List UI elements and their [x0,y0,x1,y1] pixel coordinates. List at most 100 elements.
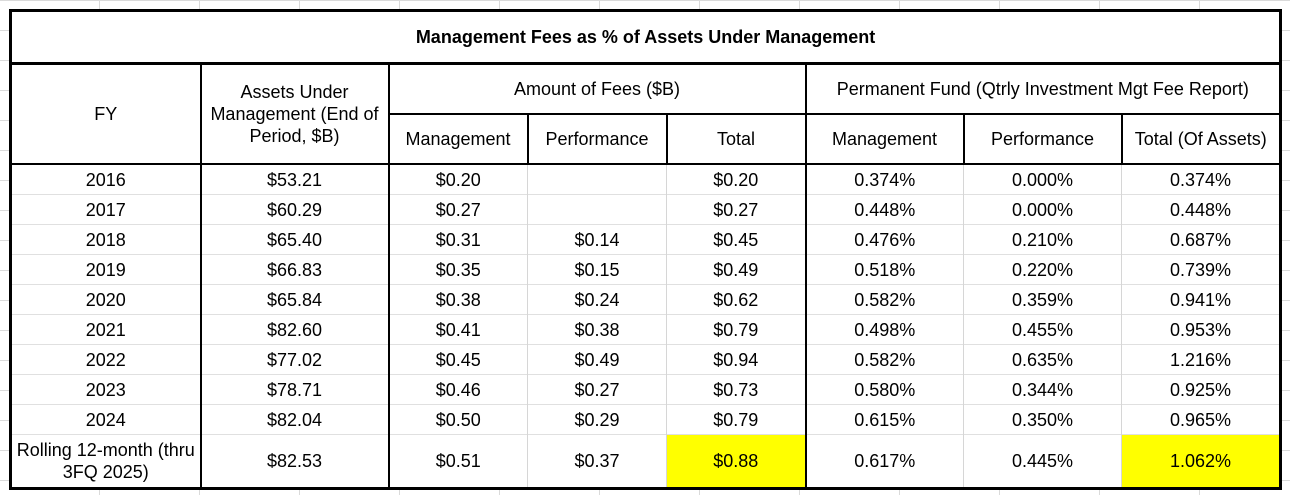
cell-fees-performance[interactable]: $0.27 [527,374,667,405]
cell-fees-management[interactable]: $0.41 [387,314,528,345]
cell-pf-management[interactable]: 0.617% [804,434,964,490]
cell-aum[interactable]: $82.60 [199,314,389,345]
cell-fees-performance[interactable] [527,194,667,225]
cell-aum[interactable]: $65.84 [199,284,389,315]
header-pf-management[interactable]: Management [804,113,965,165]
cell-aum[interactable]: $82.04 [199,404,389,435]
cell-fees-total[interactable]: $0.73 [666,374,806,405]
cell-pf-performance[interactable]: 0.635% [963,344,1122,375]
cell-fy[interactable]: 2017 [9,194,201,225]
cell-fees-total[interactable]: $0.20 [666,163,806,195]
table-row: 2018 $65.40 $0.31 $0.14 $0.45 0.476% 0.2… [9,224,1283,255]
header-permanent-fund-group[interactable]: Permanent Fund (Qtrly Investment Mgt Fee… [804,62,1283,115]
cell-fees-performance[interactable]: $0.14 [527,224,667,255]
cell-fees-management[interactable]: $0.20 [387,163,528,195]
table-row: 2024 $82.04 $0.50 $0.29 $0.79 0.615% 0.3… [9,404,1283,435]
header-fees-performance[interactable]: Performance [526,113,668,165]
cell-fees-performance[interactable]: $0.15 [527,254,667,285]
cell-pf-management[interactable]: 0.374% [804,163,964,195]
cell-aum[interactable]: $77.02 [199,344,389,375]
cell-fees-total[interactable]: $0.94 [666,344,806,375]
header-fees-total[interactable]: Total [665,113,807,165]
cell-pf-performance[interactable]: 0.000% [963,163,1122,195]
cell-pf-performance[interactable]: 0.220% [963,254,1122,285]
header-fy[interactable]: FY [9,62,202,165]
cell-fees-management[interactable]: $0.38 [387,284,528,315]
cell-fy[interactable]: 2021 [9,314,201,345]
cell-pf-management[interactable]: 0.582% [804,344,964,375]
cell-pf-management[interactable]: 0.582% [804,284,964,315]
cell-fees-management[interactable]: $0.50 [387,404,528,435]
cell-pf-performance[interactable]: 0.359% [963,284,1122,315]
cell-fees-total[interactable]: $0.27 [666,194,806,225]
cell-pf-performance[interactable]: 0.000% [963,194,1122,225]
cell-fees-total[interactable]: $0.79 [666,314,806,345]
cell-fees-performance[interactable] [527,163,667,195]
header-aum[interactable]: Assets Under Management (End of Period, … [199,62,390,165]
table-row: 2017 $60.29 $0.27 $0.27 0.448% 0.000% 0.… [9,194,1283,225]
table-row: 2022 $77.02 $0.45 $0.49 $0.94 0.582% 0.6… [9,344,1283,375]
cell-aum[interactable]: $66.83 [199,254,389,285]
cell-pf-total[interactable]: 0.941% [1120,284,1283,315]
cell-pf-total[interactable]: 0.953% [1120,314,1283,345]
cell-pf-management[interactable]: 0.448% [804,194,964,225]
cell-fees-total[interactable]: $0.45 [666,224,806,255]
cell-pf-total[interactable]: 0.739% [1120,254,1283,285]
table-row: 2020 $65.84 $0.38 $0.24 $0.62 0.582% 0.3… [9,284,1283,315]
cell-pf-management[interactable]: 0.498% [804,314,964,345]
table-row: 2023 $78.71 $0.46 $0.27 $0.73 0.580% 0.3… [9,374,1283,405]
cell-fees-total-highlighted[interactable]: $0.88 [666,434,806,490]
cell-fees-management[interactable]: $0.51 [387,434,528,490]
cell-fees-management[interactable]: $0.45 [387,344,528,375]
cell-pf-total[interactable]: 0.448% [1120,194,1283,225]
cell-aum[interactable]: $53.21 [199,163,389,195]
cell-pf-performance[interactable]: 0.344% [963,374,1122,405]
cell-fees-total[interactable]: $0.79 [666,404,806,435]
cell-fees-total[interactable]: $0.62 [666,284,806,315]
cell-pf-total[interactable]: 1.216% [1120,344,1283,375]
cell-fy[interactable]: 2018 [9,224,201,255]
cell-aum[interactable]: $82.53 [199,434,389,490]
cell-pf-total-highlighted[interactable]: 1.062% [1120,434,1283,490]
header-fees-group[interactable]: Amount of Fees ($B) [387,62,807,115]
cell-pf-total[interactable]: 0.965% [1120,404,1283,435]
cell-fees-management[interactable]: $0.27 [387,194,528,225]
cell-fees-performance[interactable]: $0.37 [527,434,667,490]
cell-pf-management[interactable]: 0.518% [804,254,964,285]
cell-pf-total[interactable]: 0.925% [1120,374,1283,405]
cell-fees-performance[interactable]: $0.24 [527,284,667,315]
cell-fees-management[interactable]: $0.46 [387,374,528,405]
cell-pf-performance[interactable]: 0.445% [963,434,1122,490]
fees-table: Management Fees as % of Assets Under Man… [8,9,1283,490]
cell-fy[interactable]: 2022 [9,344,201,375]
cell-aum[interactable]: $78.71 [199,374,389,405]
cell-aum[interactable]: $65.40 [199,224,389,255]
cell-pf-management[interactable]: 0.615% [804,404,964,435]
cell-pf-performance[interactable]: 0.455% [963,314,1122,345]
cell-fy[interactable]: 2019 [9,254,201,285]
cell-fy[interactable]: 2020 [9,284,201,315]
cell-pf-management[interactable]: 0.476% [804,224,964,255]
cell-pf-management[interactable]: 0.580% [804,374,964,405]
cell-fy[interactable]: 2024 [9,404,201,435]
cell-aum[interactable]: $60.29 [199,194,389,225]
cell-fees-management[interactable]: $0.31 [387,224,528,255]
cell-pf-performance[interactable]: 0.350% [963,404,1122,435]
cell-pf-performance[interactable]: 0.210% [963,224,1122,255]
table-row: 2019 $66.83 $0.35 $0.15 $0.49 0.518% 0.2… [9,254,1283,285]
header-fees-management[interactable]: Management [387,113,529,165]
table-title[interactable]: Management Fees as % of Assets Under Man… [8,9,1283,65]
cell-fees-performance[interactable]: $0.38 [527,314,667,345]
cell-fees-performance[interactable]: $0.49 [527,344,667,375]
cell-fees-total[interactable]: $0.49 [666,254,806,285]
cell-fees-management[interactable]: $0.35 [387,254,528,285]
cell-fy[interactable]: 2016 [9,163,201,195]
cell-pf-total[interactable]: 0.687% [1120,224,1283,255]
cell-fy[interactable]: Rolling 12-month (thru 3FQ 2025) [9,434,201,490]
cell-fees-performance[interactable]: $0.29 [527,404,667,435]
cell-fy[interactable]: 2023 [9,374,201,405]
header-pf-total[interactable]: Total (Of Assets) [1120,113,1283,165]
cell-pf-total[interactable]: 0.374% [1120,163,1283,195]
header-pf-performance[interactable]: Performance [962,113,1123,165]
table-row: 2016 $53.21 $0.20 $0.20 0.374% 0.000% 0.… [9,163,1283,195]
